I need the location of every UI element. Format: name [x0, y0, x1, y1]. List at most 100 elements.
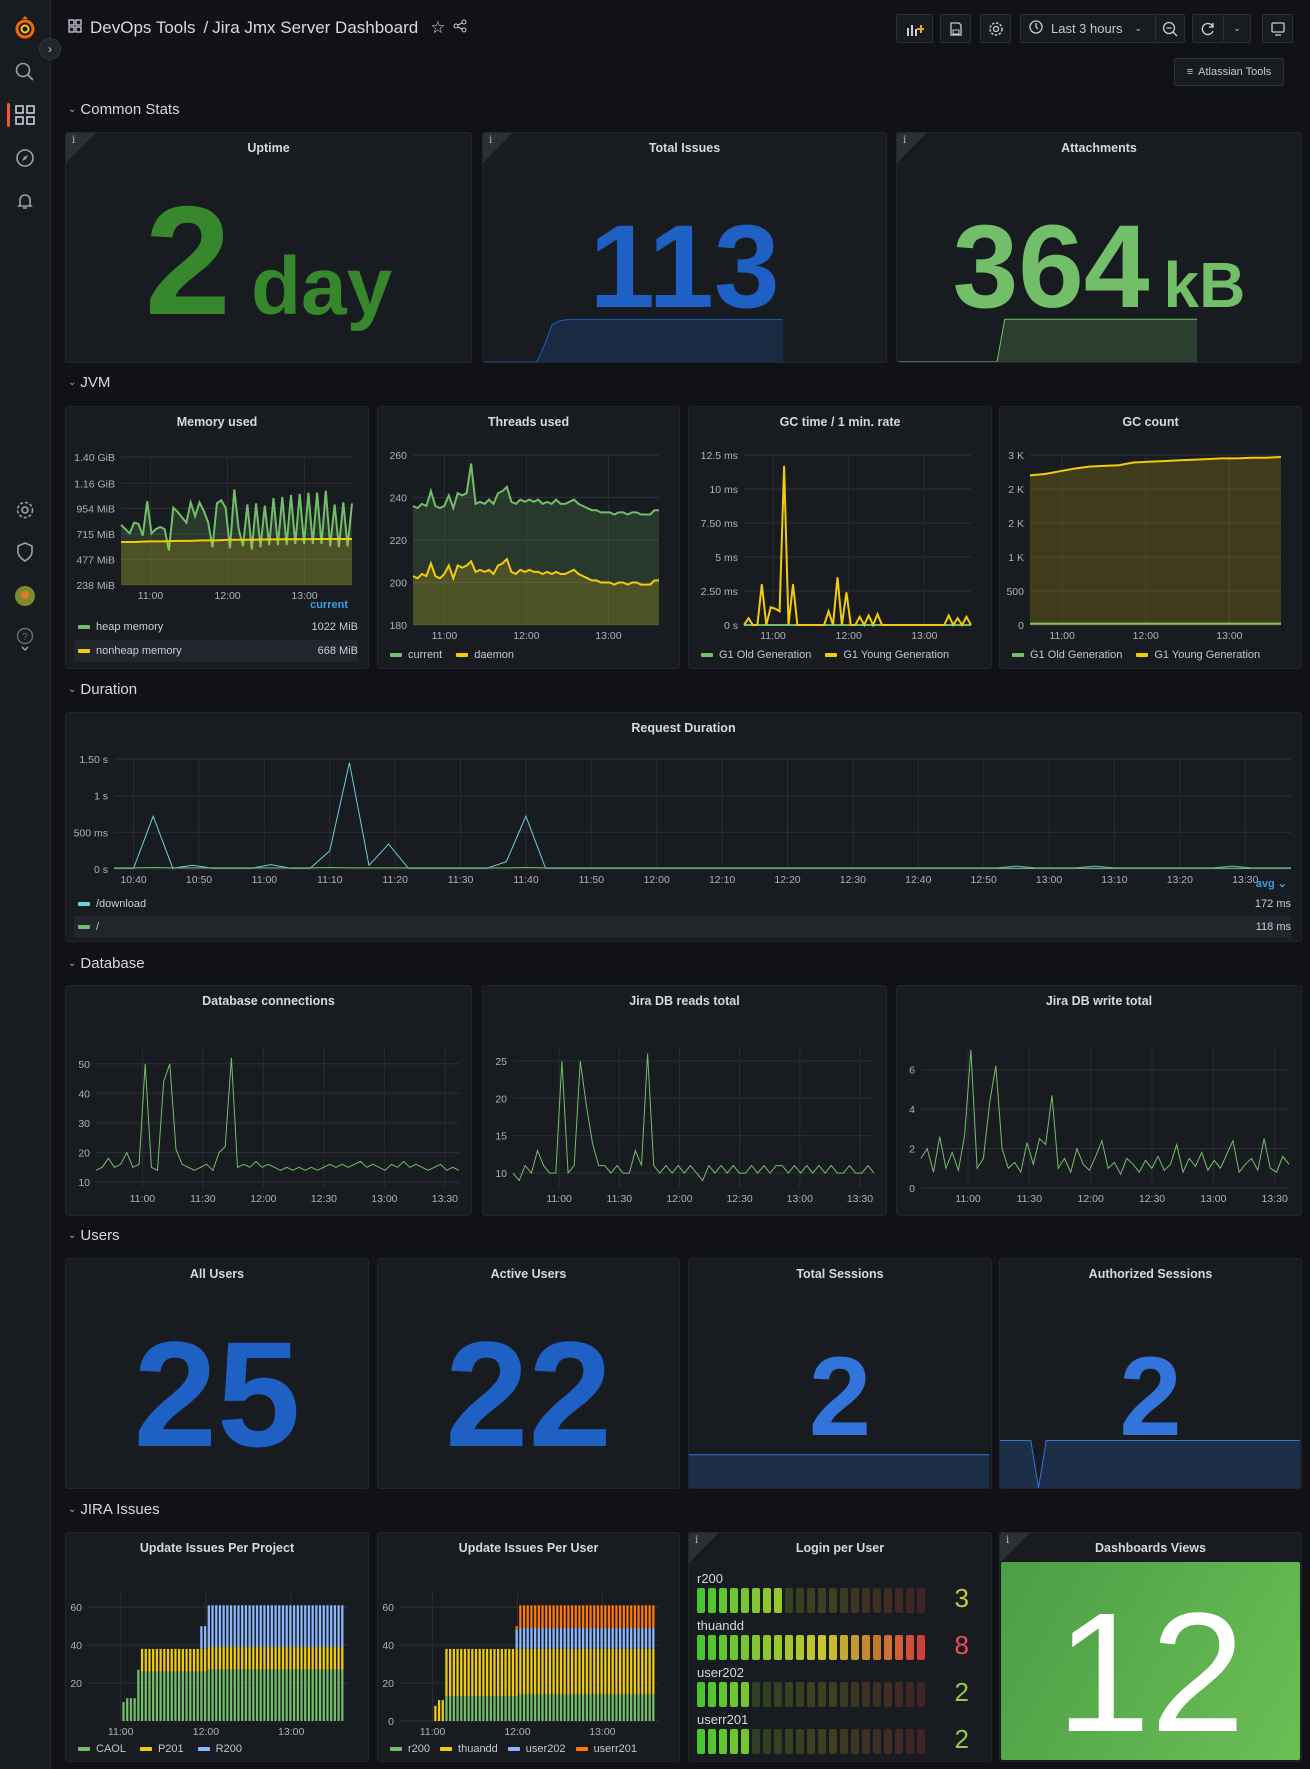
zoom-out-button[interactable]: [1155, 14, 1185, 43]
legend-item[interactable]: user202: [507, 1743, 566, 1755]
legend-column-header[interactable]: avg ⌄: [1255, 878, 1287, 890]
bar-segment: [644, 1694, 648, 1721]
bar-segment: [615, 1648, 618, 1695]
bar-segment: [478, 1696, 481, 1721]
star-icon[interactable]: ☆: [430, 18, 446, 37]
x-tick-label: 12:00: [1078, 1193, 1104, 1205]
bar-segment: [641, 1694, 644, 1721]
gauge-value: 8: [954, 1630, 969, 1660]
row-header-database[interactable]: ⌄ Database: [68, 953, 145, 973]
gauge-cell: [719, 1588, 727, 1613]
bar-segment: [155, 1671, 159, 1721]
legend-item[interactable]: current: [390, 649, 442, 661]
bar-segment: [315, 1669, 318, 1721]
bar-segment: [203, 1626, 207, 1649]
bar-segment: [600, 1605, 603, 1629]
x-tick-label: 13:00: [1036, 874, 1062, 886]
x-tick-label: 12:30: [726, 1193, 752, 1205]
y-tick-label: 12.5 ms: [701, 450, 738, 462]
panel-title: Request Duration: [631, 721, 736, 735]
server-admin-shield-icon[interactable]: [13, 540, 37, 564]
info-icon[interactable]: i: [689, 1533, 719, 1563]
bar-segment: [244, 1669, 248, 1721]
gauge-cell: [873, 1729, 881, 1754]
row-header-users[interactable]: ⌄ Users: [68, 1225, 120, 1245]
row-header-duration[interactable]: ⌄ Duration: [68, 679, 137, 699]
breadcrumb-folder[interactable]: DevOps Tools: [90, 18, 196, 37]
panel-title: Update Issues Per User: [458, 1541, 599, 1555]
gauge-cell: [906, 1635, 914, 1660]
dashboard-settings-button[interactable]: [980, 14, 1011, 43]
legend-item[interactable]: heap memory 1022 MiB: [74, 616, 358, 638]
refresh-button[interactable]: [1192, 14, 1224, 43]
legend-item[interactable]: /download 172 ms: [74, 893, 1291, 915]
sparkline: [1000, 1440, 1300, 1488]
legend-item[interactable]: r200: [390, 1743, 430, 1755]
legend-label: G1 Old Generation: [1030, 649, 1123, 661]
info-icon[interactable]: i: [483, 133, 513, 163]
legend-item[interactable]: G1 Old Generation: [1012, 649, 1122, 661]
y-tick-label: 20: [78, 1148, 90, 1160]
user-avatar[interactable]: [13, 584, 37, 608]
configuration-gear-icon[interactable]: [13, 498, 37, 522]
bar-segment: [552, 1648, 555, 1695]
row-header-jvm[interactable]: ⌄ JVM: [68, 372, 110, 392]
info-icon[interactable]: i: [897, 133, 927, 163]
bar-segment: [330, 1605, 333, 1648]
bar-segment: [508, 1696, 511, 1721]
time-range-picker[interactable]: Last 3 hours ⌄: [1020, 14, 1156, 43]
bar-segment: [237, 1647, 240, 1670]
bar-segment: [218, 1669, 222, 1721]
bar-segment: [556, 1694, 559, 1721]
bar-segment: [652, 1648, 655, 1695]
bar-gauge-row: userr201 2: [697, 1712, 983, 1758]
bar-segment: [185, 1648, 188, 1672]
row-header-jira-issues[interactable]: ⌄ JIRA Issues: [68, 1499, 160, 1519]
bar-segment: [541, 1605, 544, 1629]
legend-item[interactable]: / 118 ms: [74, 916, 1291, 938]
grafana-logo-icon[interactable]: [13, 16, 37, 40]
help-icon[interactable]: ?: [13, 627, 37, 651]
search-icon[interactable]: [13, 60, 37, 84]
info-icon[interactable]: i: [1000, 1533, 1030, 1563]
explore-compass-icon[interactable]: [13, 146, 37, 170]
atlassian-tools-link-button[interactable]: ≡ Atlassian Tools: [1174, 58, 1284, 86]
dashboards-icon[interactable]: [13, 103, 37, 127]
expand-sidebar-button[interactable]: ›: [39, 38, 61, 60]
alerting-bell-icon[interactable]: [13, 189, 37, 213]
chevron-down-icon: ⌄: [68, 683, 77, 695]
legend-item[interactable]: G1 Young Generation: [1136, 649, 1260, 661]
y-tick-label: 6: [909, 1065, 915, 1077]
tv-mode-button[interactable]: [1262, 14, 1293, 43]
bar-segment: [307, 1605, 311, 1648]
legend-item[interactable]: R200: [197, 1743, 242, 1755]
bar-segment: [296, 1605, 299, 1648]
legend-column-header[interactable]: current: [310, 599, 348, 611]
legend-item[interactable]: CAOL: [78, 1743, 126, 1755]
refresh-interval-dropdown[interactable]: ⌄: [1223, 14, 1251, 43]
legend-item[interactable]: P201: [139, 1743, 184, 1755]
bar-segment: [270, 1605, 273, 1648]
add-panel-button[interactable]: [896, 14, 933, 43]
bar-segment: [218, 1605, 222, 1648]
breadcrumb-dashboard[interactable]: Jira Jmx Server Dashboard: [212, 18, 419, 37]
legend-item[interactable]: G1 Old Generation: [701, 649, 811, 661]
share-icon[interactable]: [453, 18, 467, 38]
legend-item[interactable]: userr201: [575, 1743, 637, 1755]
legend-item[interactable]: thuandd: [440, 1743, 498, 1755]
legend-item[interactable]: daemon: [456, 649, 514, 661]
y-tick-label: 477 MiB: [76, 554, 115, 566]
info-icon[interactable]: i: [66, 133, 96, 163]
bar-segment: [593, 1694, 596, 1721]
series-line: [120, 489, 353, 551]
bar-segment: [196, 1671, 199, 1721]
legend-label: P201: [157, 1743, 184, 1755]
row-header-common-stats[interactable]: ⌄ Common Stats: [68, 99, 180, 119]
legend-item[interactable]: nonheap memory 668 MiB: [74, 640, 358, 662]
bar-segment: [192, 1648, 196, 1672]
bar-segment: [144, 1648, 147, 1672]
legend-item[interactable]: G1 Young Generation: [825, 649, 949, 661]
save-dashboard-button[interactable]: [940, 14, 971, 43]
bar-segment: [630, 1648, 633, 1695]
bar-segment: [322, 1669, 325, 1721]
